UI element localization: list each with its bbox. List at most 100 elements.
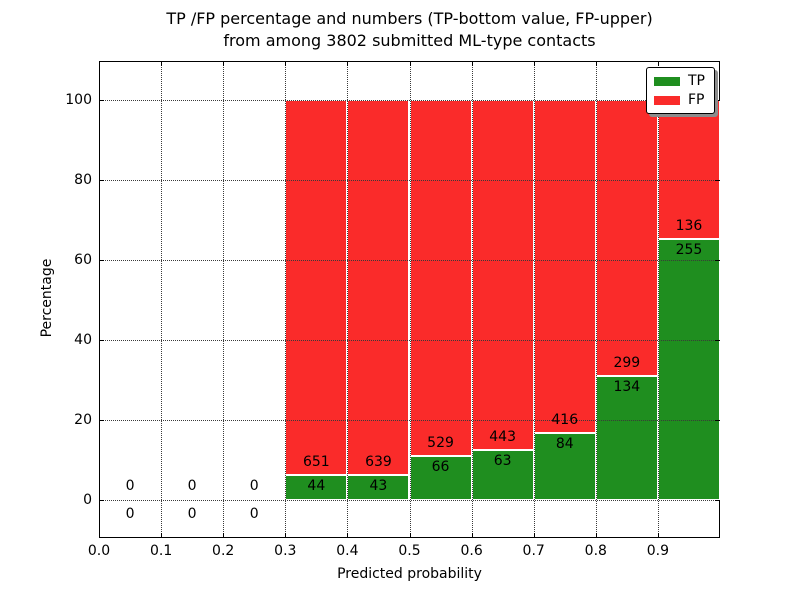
bar-fp <box>285 100 348 475</box>
bar-fp <box>347 100 410 475</box>
bar-tp <box>595 376 658 500</box>
gridline-vertical <box>223 61 225 538</box>
bar-count-label-fp: 639 <box>365 453 392 470</box>
y-tick-label: 60 <box>74 252 92 268</box>
bar-count-label-tp: 84 <box>555 435 574 452</box>
y-axis-label: Percentage <box>39 258 55 338</box>
y-tick-mark <box>99 500 104 501</box>
x-tick-label: 0.0 <box>87 543 111 559</box>
x-tick-label: 0.7 <box>522 543 545 559</box>
bar-count-label-fp: 651 <box>302 453 330 470</box>
x-tick-label: 0.9 <box>646 543 670 559</box>
x-tick-mark <box>595 533 597 538</box>
bar-count-label-fp: 136 <box>675 218 703 235</box>
y-tick-label: 20 <box>74 412 92 428</box>
x-tick-mark <box>409 533 411 538</box>
bar-fp <box>533 100 596 433</box>
y-tick-mark-right <box>715 100 720 101</box>
y-tick-mark <box>99 260 104 261</box>
bar-tp <box>471 450 534 500</box>
bar-count-label-tp: 0 <box>187 506 197 522</box>
gridline-vertical <box>285 61 287 538</box>
gridline-vertical <box>533 61 535 538</box>
x-tick-mark <box>223 533 225 538</box>
y-tick-mark <box>99 100 104 101</box>
y-tick-mark-right <box>715 340 720 341</box>
x-tick-mark-top <box>99 61 100 66</box>
y-tick-mark <box>99 340 104 341</box>
x-tick-label: 0.2 <box>212 543 235 559</box>
bar-count-label-fp: 529 <box>427 434 454 451</box>
x-tick-mark-top <box>657 61 659 66</box>
legend-label-fp: FP <box>688 92 705 108</box>
gridline-vertical <box>347 61 349 538</box>
x-tick-mark-top <box>471 61 473 66</box>
bar-count-label-tp: 63 <box>493 453 512 470</box>
y-tick-mark-right <box>715 420 720 421</box>
legend-swatch-tp <box>654 76 680 86</box>
bar-fp <box>409 100 472 456</box>
x-tick-label: 0.6 <box>460 543 483 559</box>
bar-count-label-fp: 299 <box>613 355 641 372</box>
gridline-vertical <box>409 61 411 538</box>
plot-area: 0 0 0 0 0 0 651 44 639 43 529 66 443 63 416 84 299 134 136… <box>99 61 720 538</box>
x-tick-label: 0.5 <box>398 543 421 559</box>
x-tick-mark <box>533 533 535 538</box>
gridline-vertical <box>657 61 659 538</box>
legend-label-tp: TP <box>688 73 705 89</box>
bar-count-label-tp: 44 <box>307 477 326 494</box>
x-tick-label: 0.3 <box>274 543 297 559</box>
y-tick-mark-right <box>715 260 720 261</box>
x-tick-mark-top <box>595 61 597 66</box>
bar-count-label-fp: 0 <box>125 478 135 494</box>
y-tick-mark-right <box>715 180 720 181</box>
y-tick-label: 0 <box>83 492 92 508</box>
legend-item-fp: FP <box>654 93 707 107</box>
x-tick-mark <box>161 533 163 538</box>
bar-tp <box>657 239 720 500</box>
legend: TP FP <box>646 67 715 114</box>
bar-fp <box>595 100 658 377</box>
x-tick-mark <box>471 533 473 538</box>
x-tick-label: 0.8 <box>584 543 607 559</box>
chart-title-line1: TP /FP percentage and numbers (TP-bottom… <box>166 9 653 28</box>
legend-item-tp: TP <box>654 74 707 88</box>
x-tick-label: 0.1 <box>149 543 173 559</box>
bar-count-label-tp: 134 <box>613 379 641 396</box>
x-tick-mark-top <box>223 61 225 66</box>
bar-count-label-tp: 43 <box>369 477 388 494</box>
chart-title: TP /FP percentage and numbers (TP-bottom… <box>99 8 720 52</box>
bar-count-label-tp: 66 <box>431 458 450 475</box>
bar-count-label-tp: 0 <box>249 506 259 522</box>
x-tick-mark-top <box>409 61 411 66</box>
x-tick-mark <box>347 533 349 538</box>
x-tick-label: 0.4 <box>336 543 359 559</box>
x-tick-mark-top <box>347 61 349 66</box>
x-tick-mark-top <box>533 61 535 66</box>
y-tick-label: 40 <box>74 332 92 348</box>
legend-swatch-fp <box>654 95 680 105</box>
bar-count-label-tp: 255 <box>675 242 703 259</box>
bar-count-label-fp: 0 <box>187 478 197 494</box>
y-tick-label: 100 <box>65 92 92 108</box>
x-tick-mark-top <box>285 61 287 66</box>
bar-count-label-tp: 0 <box>125 506 135 522</box>
x-axis-label: Predicted probability <box>337 566 482 582</box>
y-tick-mark-right <box>715 500 720 501</box>
bar-tp <box>409 455 472 500</box>
gridline-vertical <box>471 61 473 538</box>
bar-fp <box>471 100 534 451</box>
x-tick-mark-top <box>161 61 163 66</box>
gridline-vertical <box>595 61 597 538</box>
y-tick-mark <box>99 420 104 421</box>
y-tick-label: 80 <box>74 172 92 188</box>
x-tick-mark <box>99 533 100 538</box>
y-tick-mark <box>99 180 104 181</box>
bar-count-label-fp: 0 <box>249 478 259 494</box>
chart-title-line2: from among 3802 submitted ML-type contac… <box>223 31 596 50</box>
bar-count-label-fp: 443 <box>489 429 517 446</box>
x-tick-mark <box>285 533 287 538</box>
x-tick-mark <box>657 533 659 538</box>
gridline-vertical <box>161 61 163 538</box>
